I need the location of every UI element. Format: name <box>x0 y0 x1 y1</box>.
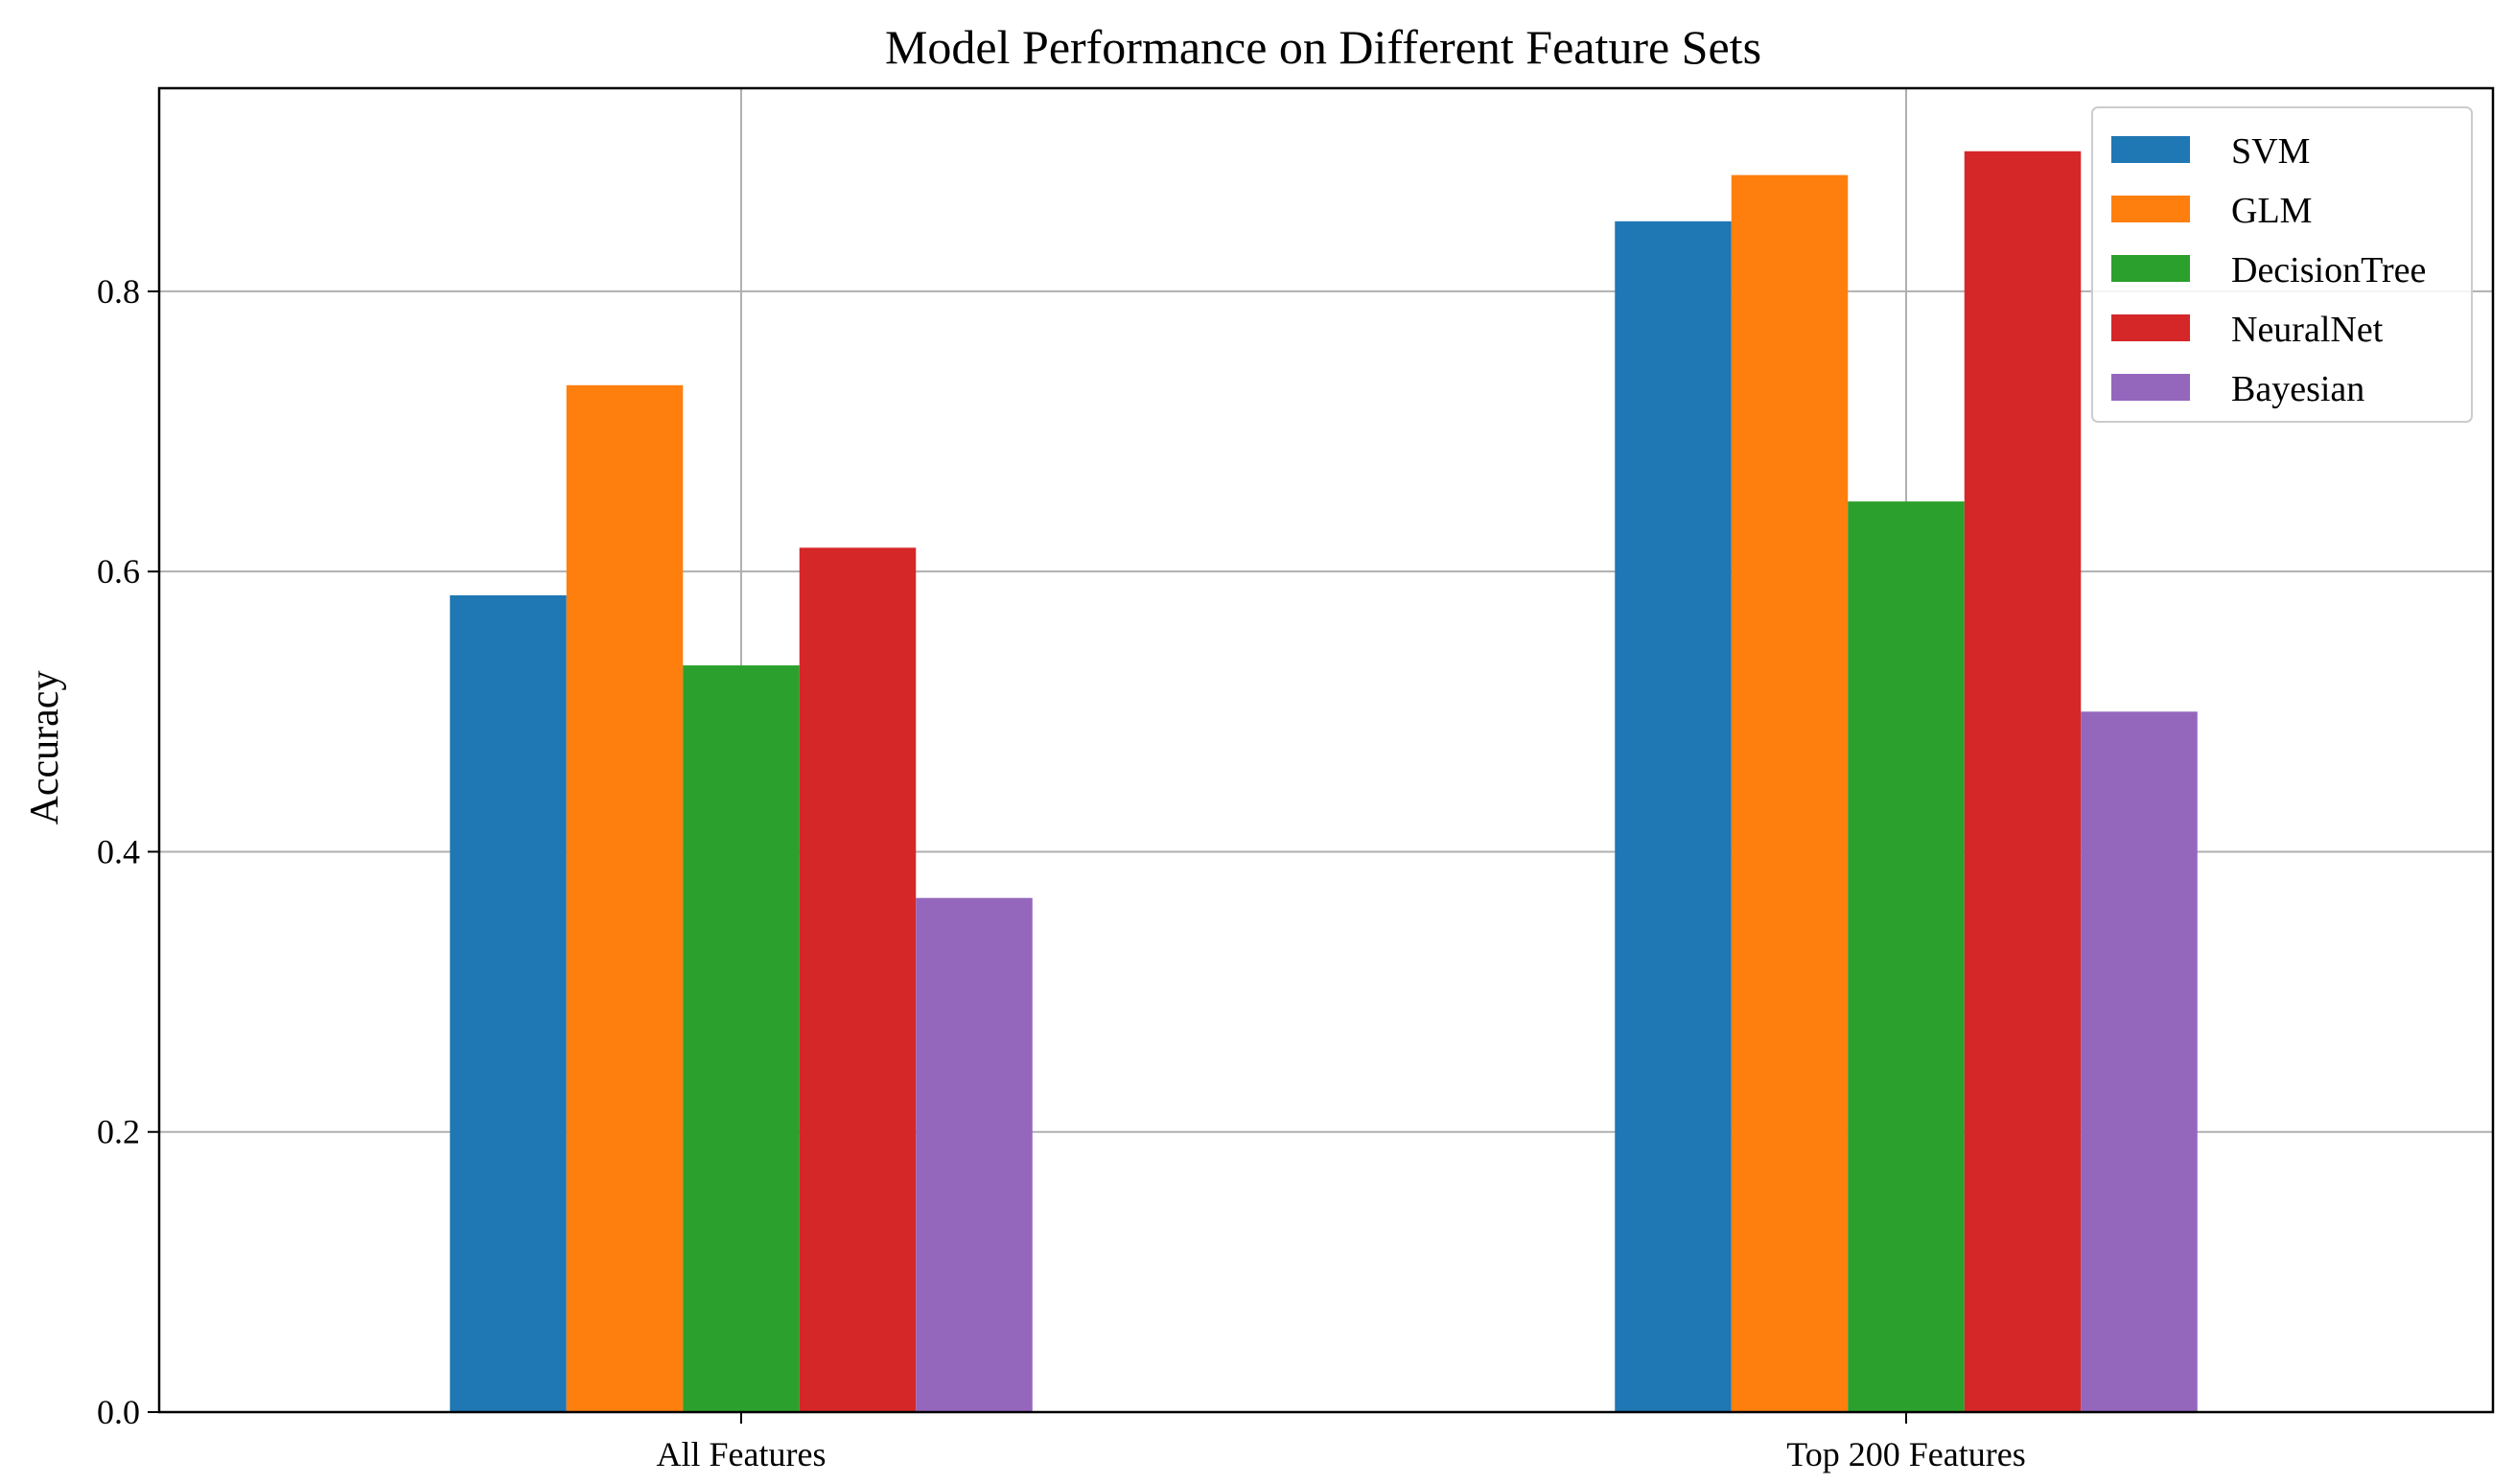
bars <box>450 151 2198 1413</box>
legend-swatch-decisiontree <box>2111 255 2190 282</box>
x-tick-label: Top 200 Features <box>1786 1435 2025 1473</box>
legend-swatch-bayesian <box>2111 374 2190 401</box>
x-tick-label: All Features <box>657 1435 827 1473</box>
y-tick-label: 0.0 <box>97 1393 140 1431</box>
bar-bayesian-0 <box>916 897 1033 1412</box>
bar-glm-1 <box>1731 174 1849 1413</box>
y-tick-label: 0.6 <box>97 552 140 591</box>
y-axis-label: Accuracy <box>23 671 67 825</box>
bar-bayesian-1 <box>2081 711 2198 1412</box>
plot-frame <box>157 86 2495 1414</box>
axis-ticks: 0.0 0.2 0.4 0.6 0.8 All Features Top 200 Featu… <box>97 272 2026 1473</box>
bar-svm-1 <box>1615 220 1732 1412</box>
bar-svm-0 <box>450 595 567 1412</box>
bar-decisiontree-1 <box>1848 501 1965 1412</box>
bar-neuralnet-0 <box>799 547 917 1412</box>
y-tick-label: 0.8 <box>97 272 140 311</box>
legend-label-neuralnet: NeuralNet <box>2231 310 2384 350</box>
legend-box <box>2091 106 2473 423</box>
bar-glm-0 <box>566 384 684 1412</box>
bar-decisiontree-0 <box>683 665 800 1412</box>
legend-swatch-glm <box>2111 196 2190 222</box>
legend-swatch-neuralnet <box>2111 314 2190 341</box>
y-tick-label: 0.4 <box>97 832 140 870</box>
chart-title: Model Performance on Different Feature S… <box>885 20 1761 74</box>
legend-label-bayesian: Bayesian <box>2231 369 2364 409</box>
y-tick-label: 0.2 <box>97 1113 140 1151</box>
legend-label-svm: SVM <box>2231 131 2310 172</box>
legend-swatch-svm <box>2111 136 2190 163</box>
bar-neuralnet-1 <box>1964 151 2082 1412</box>
legend: SVM GLM DecisionTree NeuralNet Bayesian <box>2091 106 2473 423</box>
legend-label-decisiontree: DecisionTree <box>2231 250 2426 290</box>
legend-label-glm: GLM <box>2231 191 2312 231</box>
